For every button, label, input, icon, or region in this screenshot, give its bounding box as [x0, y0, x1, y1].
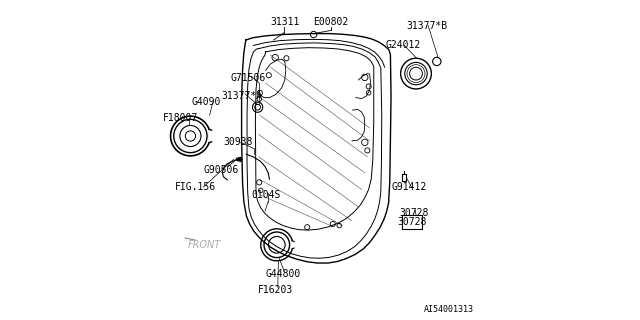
Text: FIG.156: FIG.156 [175, 182, 216, 192]
Text: 31377*B: 31377*B [406, 20, 448, 31]
Text: E00802: E00802 [314, 17, 349, 28]
Text: G44800: G44800 [266, 268, 301, 279]
Text: 0104S: 0104S [251, 190, 280, 200]
Text: G91412: G91412 [392, 182, 428, 192]
Text: G24012: G24012 [385, 40, 421, 50]
Text: G71506: G71506 [230, 73, 266, 84]
Text: F18007: F18007 [163, 113, 198, 124]
Text: 31311: 31311 [270, 17, 300, 28]
Text: FRONT: FRONT [188, 240, 221, 250]
Text: 31377*A: 31377*A [221, 91, 262, 101]
Text: 30728: 30728 [397, 217, 426, 227]
Polygon shape [237, 157, 242, 161]
Text: 30728: 30728 [400, 208, 429, 218]
Text: AI54001313: AI54001313 [424, 305, 474, 314]
Text: 30938: 30938 [224, 137, 253, 148]
Text: G90506: G90506 [203, 164, 239, 175]
Text: G4090: G4090 [192, 97, 221, 108]
Text: F16203: F16203 [257, 284, 293, 295]
